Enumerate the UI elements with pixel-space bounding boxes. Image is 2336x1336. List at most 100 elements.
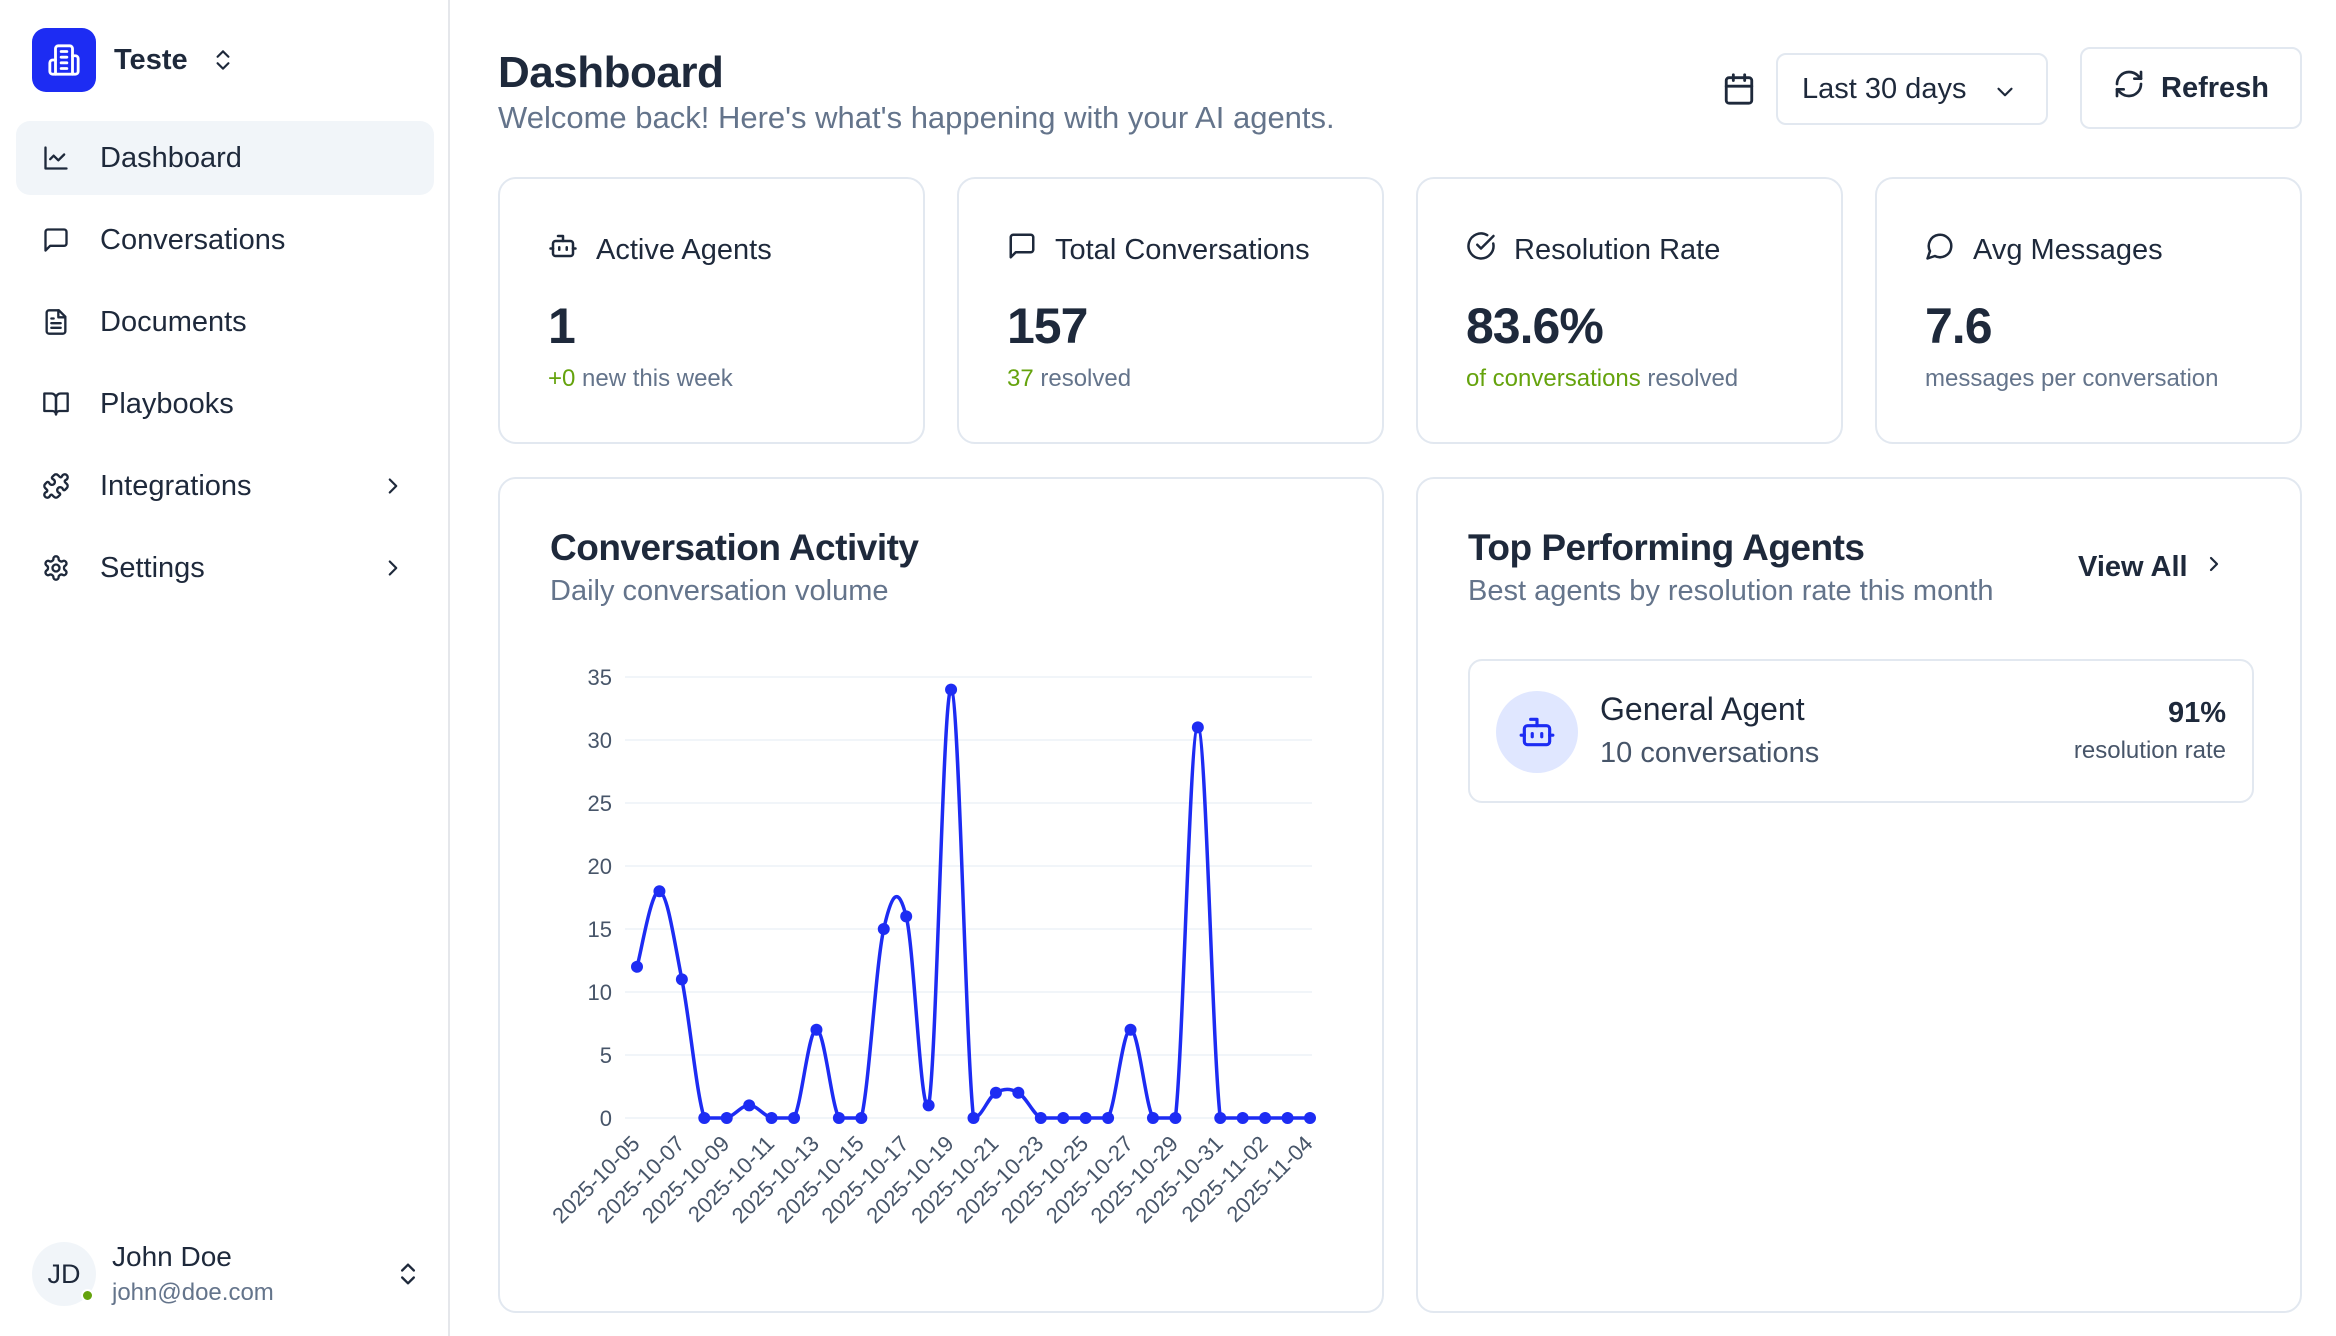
agent-resolution-rate: 91% — [2167, 697, 2226, 729]
data-point — [1124, 1023, 1137, 1036]
data-point — [653, 885, 666, 898]
y-tick-label: 20 — [588, 854, 612, 879]
sidebar-item-label: Integrations — [100, 469, 252, 502]
bot-icon — [548, 231, 578, 269]
y-tick-label: 0 — [600, 1106, 612, 1131]
sidebar: Teste Dashboard Conversations Documents — [0, 0, 450, 1336]
stat-footnote-text: resolved — [1033, 365, 1132, 392]
stat-footnote: messages per conversation — [1925, 365, 2218, 393]
stat-footnote-highlight: +0 — [548, 365, 576, 392]
data-point — [967, 1112, 980, 1124]
sidebar-item-settings[interactable]: Settings — [16, 531, 434, 605]
data-point — [810, 1023, 823, 1036]
sidebar-item-label: Playbooks — [100, 387, 234, 420]
data-point — [1236, 1112, 1249, 1124]
data-point — [698, 1112, 711, 1124]
data-point — [720, 1112, 733, 1124]
agent-row[interactable]: General Agent 10 conversations 91% resol… — [1468, 659, 2254, 803]
page-title: Dashboard — [498, 48, 724, 97]
puzzle-icon — [40, 470, 72, 502]
chevron-right-icon — [2202, 551, 2226, 584]
conversation-activity-chart: 051015202530352025-10-052025-10-072025-1… — [547, 665, 1317, 1228]
refresh-label: Refresh — [2161, 71, 2269, 104]
data-point — [743, 1099, 756, 1112]
gear-icon — [40, 552, 72, 584]
stat-card-avg-messages: Avg Messages 7.6 messages per conversati… — [1875, 177, 2302, 444]
data-point — [1146, 1112, 1159, 1124]
check-circle-icon — [1466, 231, 1496, 269]
chevron-right-icon — [380, 473, 406, 504]
file-text-icon — [40, 306, 72, 338]
data-point — [631, 960, 643, 973]
stat-card-total-conversations: Total Conversations 157 37 resolved — [957, 177, 1384, 444]
message-square-icon — [40, 224, 72, 256]
workspace-name: Teste — [114, 43, 188, 76]
sidebar-item-playbooks[interactable]: Playbooks — [16, 367, 434, 441]
sidebar-item-label: Conversations — [100, 223, 286, 256]
sidebar-item-dashboard[interactable]: Dashboard — [16, 121, 434, 195]
data-point — [855, 1112, 868, 1124]
user-email: john@doe.com — [112, 1279, 274, 1306]
chevron-down-icon — [1992, 79, 2018, 113]
chevrons-up-down-icon — [394, 1260, 422, 1293]
view-all-label: View All — [2078, 551, 2188, 583]
sidebar-item-conversations[interactable]: Conversations — [16, 203, 434, 277]
data-point — [1057, 1112, 1070, 1124]
stat-header: Avg Messages — [1925, 231, 2163, 269]
user-info: John Doe john@doe.com — [112, 1241, 274, 1307]
chart-title: Conversation Activity — [550, 527, 919, 568]
data-point — [900, 910, 913, 923]
stat-label: Active Agents — [596, 233, 772, 266]
data-point — [1169, 1112, 1182, 1124]
online-status-dot — [81, 1289, 94, 1302]
data-point — [1281, 1112, 1294, 1124]
chevron-right-icon — [380, 555, 406, 586]
date-range-select[interactable]: Last 30 days — [1776, 53, 2048, 125]
stat-value: 83.6% — [1466, 298, 1604, 354]
chart-subtitle: Daily conversation volume — [550, 575, 889, 607]
data-point — [922, 1099, 935, 1112]
top-agents-title: Top Performing Agents — [1468, 527, 1865, 568]
sidebar-item-documents[interactable]: Documents — [16, 285, 434, 359]
sidebar-item-integrations[interactable]: Integrations — [16, 449, 434, 523]
data-point — [1079, 1112, 1092, 1124]
series-line — [635, 687, 1310, 1120]
y-tick-label: 10 — [588, 980, 612, 1005]
refresh-icon — [2113, 68, 2145, 108]
stat-header: Resolution Rate — [1466, 231, 1720, 269]
stat-footnote-text: resolved — [1640, 365, 1739, 392]
page-subtitle: Welcome back! Here's what's happening wi… — [498, 100, 1335, 135]
data-point — [1214, 1112, 1227, 1124]
message-circle-icon — [1925, 231, 1955, 269]
agent-name: General Agent — [1600, 691, 1805, 727]
stat-label: Total Conversations — [1055, 233, 1310, 266]
avatar-initials: JD — [47, 1258, 81, 1289]
view-all-link[interactable]: View All — [2078, 551, 2226, 584]
stat-footnote: 37 resolved — [1007, 365, 1131, 393]
stat-footnote-highlight: 37 — [1007, 365, 1034, 392]
data-point — [989, 1086, 1002, 1099]
workspace-switcher[interactable]: Teste — [32, 27, 236, 93]
avatar: JD — [32, 1242, 96, 1306]
y-tick-label: 25 — [588, 791, 612, 816]
top-agents-subtitle: Best agents by resolution rate this mont… — [1468, 575, 1994, 607]
stat-label: Resolution Rate — [1514, 233, 1721, 266]
chart-line-icon — [40, 142, 72, 174]
stat-label: Avg Messages — [1973, 233, 2163, 266]
data-point — [765, 1112, 778, 1124]
stat-card-active-agents: Active Agents 1 +0 new this week — [498, 177, 925, 444]
message-square-icon — [1007, 231, 1037, 269]
y-tick-label: 30 — [588, 728, 612, 753]
stat-footnote-text: new this week — [575, 365, 733, 392]
stat-footnote: +0 new this week — [548, 365, 733, 393]
calendar-icon — [1722, 72, 1756, 111]
y-tick-label: 15 — [588, 917, 612, 942]
agent-conversations: 10 conversations — [1600, 737, 1820, 769]
data-point — [1304, 1112, 1316, 1124]
user-menu[interactable]: JD John Doe john@doe.com — [32, 1238, 422, 1310]
agent-resolution-rate-label: resolution rate — [2073, 737, 2226, 764]
stat-value: 1 — [548, 298, 576, 354]
y-tick-label: 5 — [600, 1043, 612, 1068]
stat-header: Active Agents — [548, 231, 772, 269]
refresh-button[interactable]: Refresh — [2080, 47, 2302, 129]
